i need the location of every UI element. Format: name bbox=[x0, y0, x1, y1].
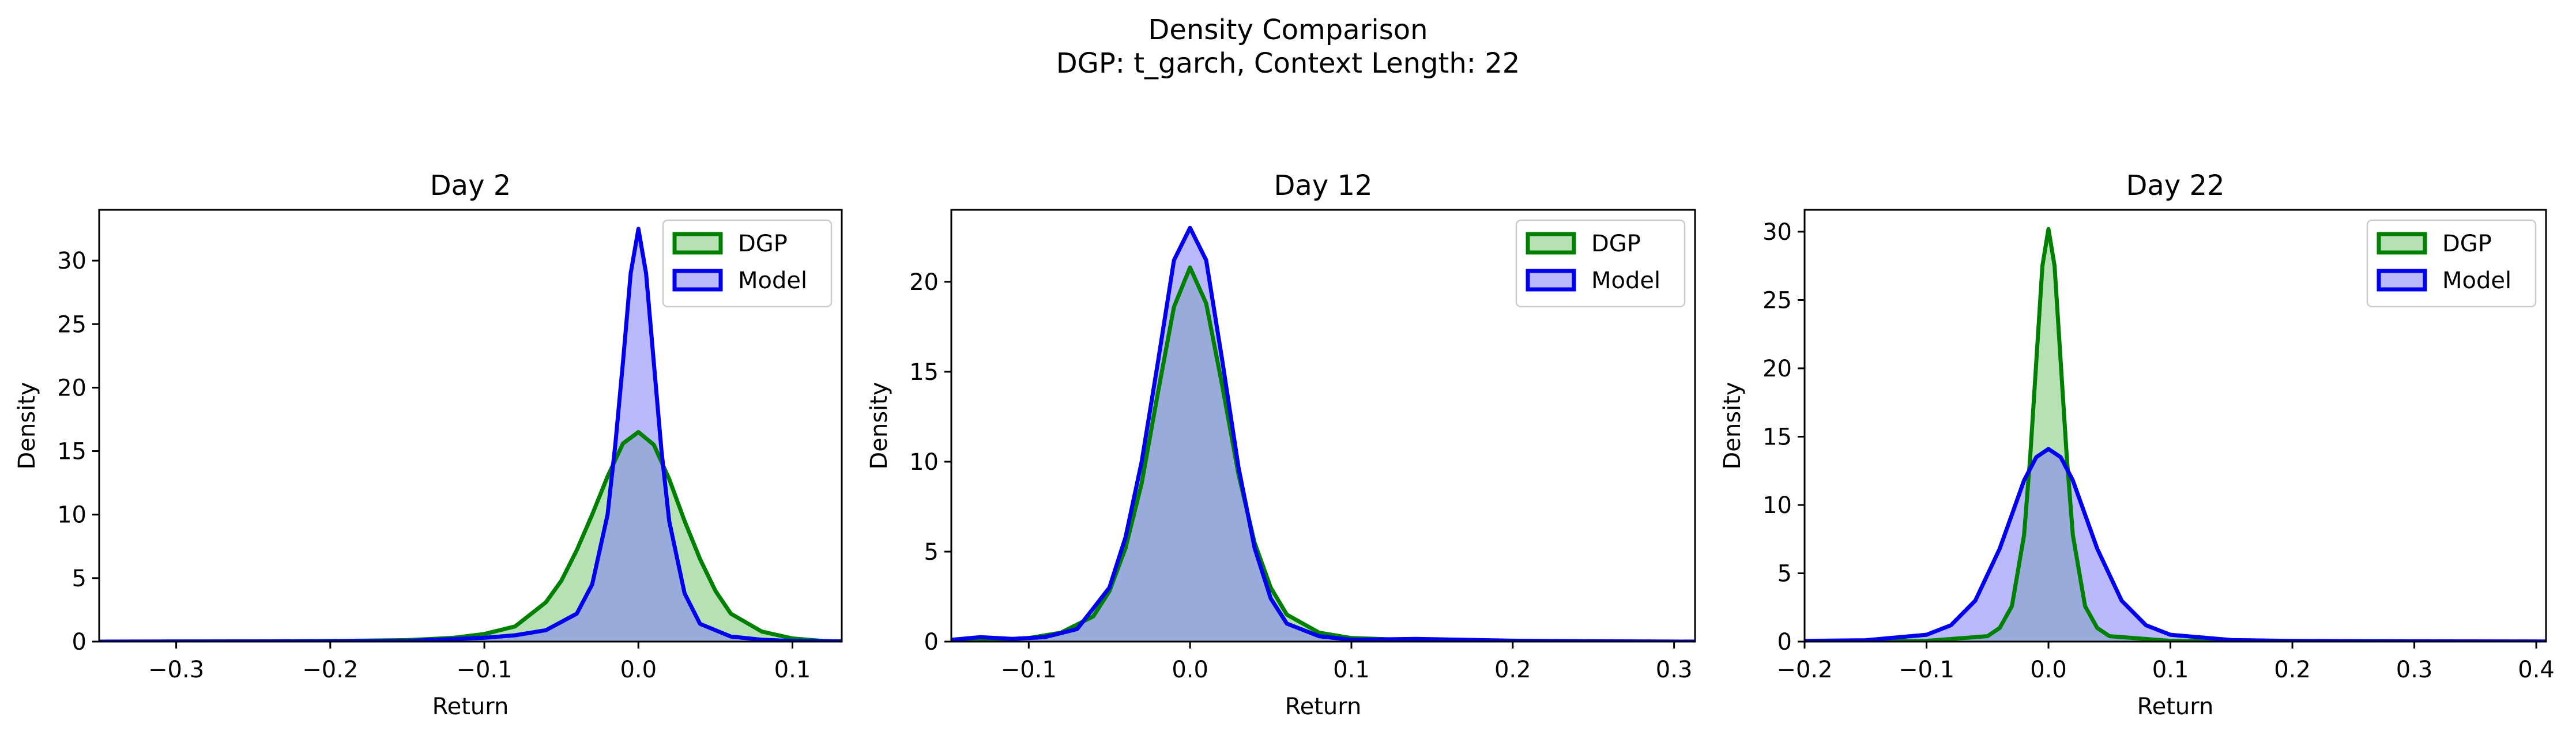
figure-title: Density Comparison bbox=[1148, 14, 1428, 46]
series-line-model bbox=[951, 225, 1695, 642]
legend-swatch-model bbox=[1526, 269, 1576, 292]
panel-title: Day 2 bbox=[430, 169, 511, 202]
plot-area bbox=[99, 227, 842, 642]
y-axis-label: Density bbox=[14, 382, 40, 469]
legend-swatch-model bbox=[672, 269, 723, 292]
y-tick-label: 20 bbox=[909, 269, 939, 296]
series-fill-model bbox=[1805, 448, 2546, 642]
y-tick-label: 25 bbox=[57, 311, 86, 338]
x-tick-label: −0.1 bbox=[1001, 657, 1057, 683]
legend: DGP Model bbox=[1515, 219, 1686, 308]
legend-label-dgp: DGP bbox=[738, 231, 788, 257]
y-tick-label: 5 bbox=[72, 566, 86, 592]
x-axis-label: Return bbox=[1285, 693, 1362, 720]
series-line-dgp bbox=[99, 430, 842, 642]
x-axis-label: Return bbox=[2137, 693, 2214, 720]
x-tick-label: 0.2 bbox=[1494, 657, 1531, 683]
y-tick-label: 10 bbox=[1762, 492, 1792, 519]
x-tick-label: 0.2 bbox=[2274, 657, 2311, 683]
legend-swatch-dgp bbox=[1526, 232, 1576, 255]
legend-label-dgp: DGP bbox=[2442, 231, 2492, 257]
x-tick-label: −0.1 bbox=[456, 657, 512, 683]
legend-label-model: Model bbox=[1591, 267, 1660, 294]
y-tick-label: 20 bbox=[57, 375, 86, 401]
series-line-dgp bbox=[1805, 227, 2546, 642]
legend-swatch-dgp bbox=[2377, 232, 2427, 255]
y-tick-label: 10 bbox=[909, 449, 939, 476]
x-tick-label: 0.1 bbox=[774, 657, 811, 683]
axes-frame bbox=[950, 209, 1696, 643]
x-tick-label: 0.4 bbox=[2518, 657, 2555, 683]
y-tick-label: 0 bbox=[924, 629, 939, 655]
y-tick-label: 25 bbox=[1762, 287, 1792, 314]
x-tick-label: 0.1 bbox=[1333, 657, 1370, 683]
x-axis-label: Return bbox=[432, 693, 509, 720]
x-tick-label: −0.3 bbox=[148, 657, 204, 683]
panel-title: Day 12 bbox=[1274, 169, 1372, 202]
x-tick-label: 0.0 bbox=[620, 657, 657, 683]
series-line-model bbox=[99, 227, 842, 642]
legend: DGP Model bbox=[2366, 219, 2537, 308]
series-fill-model bbox=[951, 228, 1695, 642]
y-tick-label: 15 bbox=[1762, 424, 1792, 450]
y-tick-label: 20 bbox=[1762, 356, 1792, 382]
panel-title: Day 22 bbox=[2126, 169, 2224, 202]
x-tick-label: −0.1 bbox=[1899, 657, 1954, 683]
series-line-model bbox=[1805, 447, 2546, 642]
density-panel-1: −0.3 −0.2 −0.1 0.0 0.1 0 5 10 15 20 25 30 Day 2 Retur… bbox=[14, 169, 843, 720]
x-tick-label: −0.2 bbox=[1776, 657, 1832, 683]
x-tick-label: −0.2 bbox=[302, 657, 358, 683]
y-tick-label: 15 bbox=[57, 439, 86, 465]
y-tick-label: 0 bbox=[72, 629, 86, 655]
y-axis-label: Density bbox=[1719, 382, 1746, 469]
legend-label-dgp: DGP bbox=[1591, 231, 1641, 257]
legend-swatch-model bbox=[2377, 269, 2427, 292]
x-tick-label: 0.0 bbox=[2030, 657, 2067, 683]
legend-label-model: Model bbox=[738, 267, 807, 294]
figure-subtitle: DGP: t_garch, Context Length: 22 bbox=[1056, 47, 1520, 80]
axes-frame bbox=[1803, 209, 2547, 643]
legend-label-model: Model bbox=[2442, 267, 2511, 294]
legend: DGP Model bbox=[662, 219, 833, 308]
x-tick-label: 0.3 bbox=[2396, 657, 2433, 683]
y-axis-label: Density bbox=[866, 382, 892, 469]
series-fill-model bbox=[99, 229, 842, 642]
y-tick-label: 0 bbox=[1777, 629, 1792, 655]
x-tick-label: 0.1 bbox=[2152, 657, 2189, 683]
axes-frame bbox=[98, 209, 843, 643]
y-tick-label: 5 bbox=[1777, 560, 1792, 587]
y-tick-label: 10 bbox=[57, 502, 86, 529]
density-panel-2: −0.1 0.0 0.1 0.2 0.3 0 5 10 15 20 Day 12 Return Dens… bbox=[866, 169, 1696, 720]
legend-swatch-dgp bbox=[672, 232, 723, 255]
plot-area bbox=[1805, 227, 2546, 642]
density-panel-3: −0.2 −0.1 0.0 0.1 0.2 0.3 0.4 0 5 10 15 20 25 30 Day 2… bbox=[1719, 169, 2555, 720]
plot-area bbox=[951, 225, 1695, 642]
x-tick-label: 0.3 bbox=[1656, 657, 1693, 683]
series-line-dgp bbox=[951, 265, 1695, 642]
y-tick-label: 5 bbox=[924, 539, 939, 566]
y-tick-label: 30 bbox=[1762, 219, 1792, 246]
x-tick-label: 0.0 bbox=[1172, 657, 1208, 683]
y-tick-label: 15 bbox=[909, 359, 939, 386]
series-fill-dgp bbox=[951, 267, 1695, 642]
y-tick-label: 30 bbox=[57, 248, 86, 274]
